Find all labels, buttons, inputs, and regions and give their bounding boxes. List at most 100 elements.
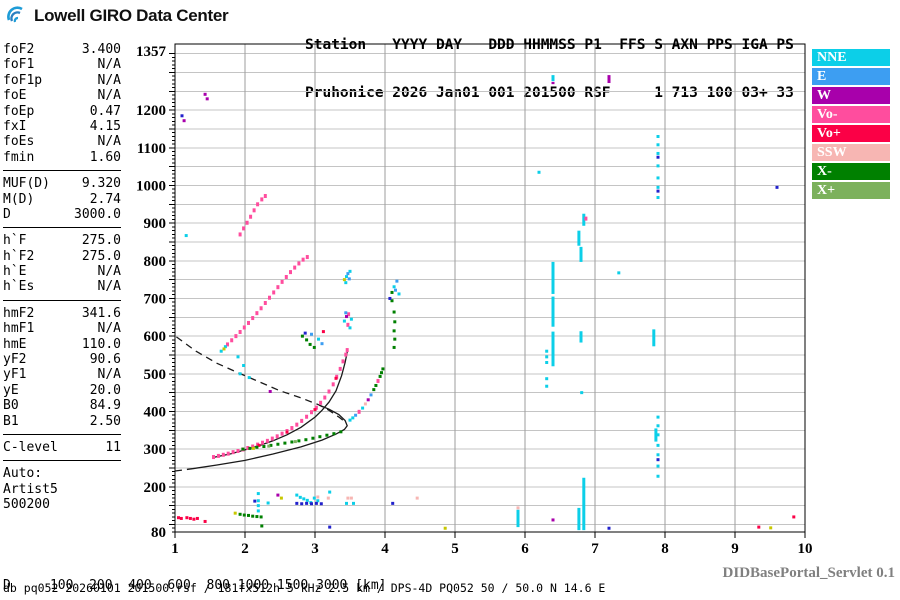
echo-dot — [300, 418, 304, 423]
param-value: 4.15 — [89, 118, 121, 134]
legend-item-nne: NNE — [812, 49, 890, 66]
echo-dot — [276, 285, 280, 290]
echo-dot — [182, 119, 186, 123]
echo-dot — [341, 359, 345, 364]
echo-dot — [251, 316, 255, 321]
echo-dot — [397, 292, 401, 296]
param-row-yf2: yF2 90.6 — [3, 352, 121, 367]
param-row-md: M(D) 2.74 — [3, 192, 121, 207]
echo-dot — [545, 384, 549, 388]
echo-dot — [251, 446, 255, 450]
param-label: fxI — [3, 118, 27, 134]
param-value: 1.60 — [89, 149, 121, 165]
echo-dot — [354, 413, 358, 417]
param-label: fmin — [3, 149, 35, 165]
echo-dot — [314, 405, 318, 410]
profile-lead-dashed — [174, 468, 193, 472]
echo-dot — [293, 440, 297, 444]
param-label: Auto: — [3, 466, 43, 482]
echo-dot — [656, 424, 660, 428]
echo-dot — [262, 444, 266, 448]
echo-segment — [551, 81, 555, 85]
echo-dot — [248, 446, 252, 450]
echo-dot — [395, 279, 399, 283]
echo-segment — [551, 331, 555, 367]
echo-dot — [348, 269, 352, 273]
echo-dot — [443, 526, 447, 530]
echo-dot — [177, 516, 180, 520]
echo-dot — [775, 185, 779, 189]
y-tick-label: 600 — [144, 329, 167, 345]
echo-dot — [303, 331, 307, 335]
param-value: N/A — [97, 72, 121, 88]
echo-dot — [279, 496, 283, 500]
echo-dot — [263, 194, 267, 199]
echo-dot — [308, 342, 312, 346]
echo-dot — [584, 216, 588, 221]
echo-dot — [381, 367, 385, 371]
echo-dot — [390, 290, 394, 294]
direction-legend: NNE E W Vo- Vo+ SSW X- X+ — [812, 49, 890, 201]
echo-dot — [319, 502, 323, 506]
echo-dot — [617, 271, 621, 275]
echo-dot — [325, 433, 329, 437]
echo-segment — [516, 509, 520, 528]
panel-separator — [3, 460, 121, 462]
echo-dot — [545, 377, 549, 381]
echo-dot — [300, 502, 304, 506]
echo-dot — [345, 501, 348, 505]
param-row-fxi: fxI 4.15 — [3, 119, 121, 134]
echo-dot — [656, 433, 660, 437]
echo-dot — [247, 320, 250, 325]
echo-dot — [259, 515, 263, 519]
ionogram-source-line: db pq052 20260101 201500.rsf / 181fx512h… — [3, 581, 606, 595]
param-label: B1 — [3, 413, 19, 429]
echo-dot — [312, 496, 316, 500]
param-value: 11 — [105, 439, 121, 455]
param-label: foE — [3, 88, 27, 104]
echo-dot — [238, 232, 242, 237]
echo-dot — [388, 296, 392, 300]
param-value: 275.0 — [81, 233, 121, 249]
echo-segment — [579, 331, 583, 343]
echo-dot — [302, 497, 306, 501]
echo-dot — [580, 391, 584, 395]
echo-dot — [185, 516, 189, 520]
param-label: hmE — [3, 336, 27, 352]
echo-dot — [255, 515, 259, 519]
param-label: hmF2 — [3, 305, 35, 321]
echo-dot — [346, 322, 350, 327]
echo-dot — [316, 495, 320, 499]
echo-dot — [344, 281, 348, 285]
echo-dot — [255, 445, 259, 449]
echo-dot — [378, 374, 382, 378]
parameter-panel: foF2 3.400 foF1 N/A foF1p N/A foE N/A foEp 0.47 fx… — [3, 42, 121, 513]
echo-dot — [301, 257, 305, 262]
param-value: 275.0 — [81, 248, 121, 264]
echo-dot — [179, 516, 183, 520]
param-value: 84.9 — [89, 398, 121, 414]
echo-dot — [394, 288, 397, 292]
echo-dot — [545, 361, 549, 365]
echo-dot — [192, 517, 196, 521]
echo-dot — [238, 512, 242, 516]
echo-dot — [180, 114, 184, 118]
echo-dot — [339, 430, 343, 434]
echo-dot — [242, 513, 246, 517]
echo-dot — [328, 525, 332, 529]
y-tick-label: 300 — [144, 442, 167, 458]
ionogram-plot-wrap: 1357 1200 1100 1000 900 800 700 600 500 400 300 200… — [125, 38, 820, 566]
param-label: h`F — [3, 233, 27, 249]
param-row-clevel: C-level 11 — [3, 440, 121, 455]
param-label: C-level — [3, 439, 58, 455]
param-row-fof1p: foF1p N/A — [3, 73, 121, 88]
echo-dot — [335, 374, 339, 379]
echo-dot — [769, 526, 773, 530]
echo-dot — [352, 501, 355, 505]
x-tick-label: 1 — [171, 541, 179, 557]
echo-segment — [551, 261, 555, 294]
echo-segment — [577, 230, 581, 246]
param-label: foEs — [3, 134, 35, 150]
x-tick-label: 9 — [731, 541, 739, 557]
echo-dot — [295, 422, 299, 427]
